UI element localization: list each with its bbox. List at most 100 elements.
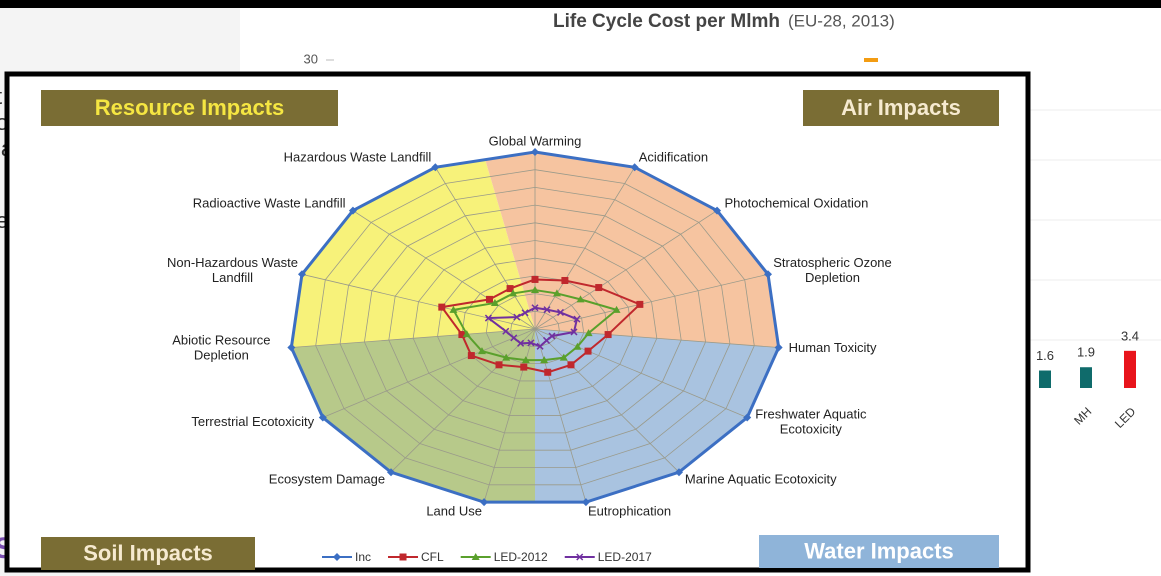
marker — [612, 305, 621, 313]
marker — [480, 498, 489, 507]
marker — [573, 315, 581, 323]
spoke — [301, 273, 536, 330]
category-label: Freshwater Aquatic Ecotoxicity — [755, 407, 867, 437]
legend-label: CFL — [421, 550, 444, 564]
category-label: Global Warming — [489, 133, 582, 148]
spoke — [534, 328, 748, 418]
region-0 — [291, 159, 535, 348]
marker — [287, 343, 296, 352]
marker — [431, 163, 440, 172]
marker — [513, 313, 521, 321]
marker — [517, 339, 525, 347]
marker — [774, 343, 783, 352]
spoke — [534, 273, 769, 330]
grid-ring — [315, 169, 755, 486]
marker — [520, 363, 528, 371]
marker — [764, 270, 773, 279]
marker — [559, 353, 568, 361]
marker — [531, 286, 539, 294]
marker — [581, 498, 590, 507]
bg-chart-subtitle: (EU-28, 2013) — [788, 11, 895, 30]
marker — [531, 148, 539, 156]
bg-y-tick-label: 30 — [304, 51, 318, 66]
grid-ring — [364, 204, 706, 451]
region-label: Air Impacts — [841, 95, 961, 120]
marker — [462, 330, 471, 338]
category-label: Abiotic Resource Depletion — [172, 333, 270, 363]
marker — [502, 327, 510, 335]
bg-value-label: 1.9 — [1077, 345, 1095, 360]
category-label: Non-Hazardous Waste Landfill — [167, 256, 298, 286]
marker — [471, 553, 480, 560]
bg-highlight — [864, 58, 878, 62]
bg-bar — [1124, 350, 1136, 388]
spoke — [534, 167, 635, 330]
marker — [531, 275, 539, 283]
marker — [604, 331, 612, 339]
marker — [502, 353, 511, 361]
region-label: Water Impacts — [804, 538, 954, 563]
category-label: Photochemical Oxidation — [725, 195, 869, 210]
marker — [521, 309, 529, 317]
series-line — [451, 289, 619, 362]
marker — [527, 339, 535, 347]
marker — [584, 347, 592, 355]
marker — [510, 334, 518, 342]
marker — [449, 305, 458, 313]
spoke — [352, 210, 536, 330]
marker — [333, 553, 341, 561]
marker — [521, 356, 530, 364]
marker — [536, 342, 544, 350]
bg-bar — [1080, 367, 1092, 388]
marker — [318, 413, 327, 422]
marker — [540, 356, 549, 364]
bg-bar — [1039, 370, 1051, 388]
marker — [484, 314, 492, 322]
marker — [556, 308, 565, 316]
marker — [509, 289, 518, 297]
category-label: Human Toxicity — [789, 340, 877, 355]
marker — [348, 206, 357, 215]
marker — [552, 289, 561, 297]
region-label: Soil Impacts — [83, 540, 213, 565]
spoke — [291, 328, 536, 348]
series-line — [440, 278, 642, 374]
bg-value-label: 3.4 — [1121, 328, 1139, 343]
background-text: e — [0, 208, 8, 233]
region-label-box — [803, 90, 999, 126]
series-line — [485, 306, 579, 348]
region-label: Resource Impacts — [95, 95, 285, 120]
background-text: t — [0, 84, 2, 109]
category-label: Hazardous Waste Landfill — [284, 150, 432, 165]
spoke — [322, 328, 536, 418]
background-text: o — [0, 110, 8, 135]
legend-label: LED-2017 — [598, 550, 652, 564]
marker — [506, 285, 514, 293]
marker — [576, 295, 585, 303]
marker — [386, 468, 395, 477]
grid-ring — [339, 186, 731, 468]
marker — [485, 295, 493, 303]
marker — [713, 206, 722, 215]
spoke — [534, 328, 779, 348]
legend-label: LED-2012 — [494, 550, 548, 564]
region-label-box — [41, 90, 338, 126]
marker — [542, 336, 551, 344]
marker — [675, 468, 684, 477]
marker — [438, 303, 446, 311]
marker — [531, 304, 539, 312]
marker — [636, 300, 644, 308]
series-line — [289, 150, 781, 504]
marker — [467, 352, 475, 360]
marker — [595, 284, 603, 292]
marker — [584, 329, 593, 337]
category-label: Radioactive Waste Landfill — [193, 195, 346, 210]
marker — [561, 276, 569, 284]
marker — [399, 553, 407, 561]
marker — [458, 331, 466, 339]
marker — [576, 553, 584, 561]
spoke — [534, 210, 718, 330]
bg-x-tick-label: MH — [1071, 404, 1094, 427]
marker — [743, 413, 752, 422]
